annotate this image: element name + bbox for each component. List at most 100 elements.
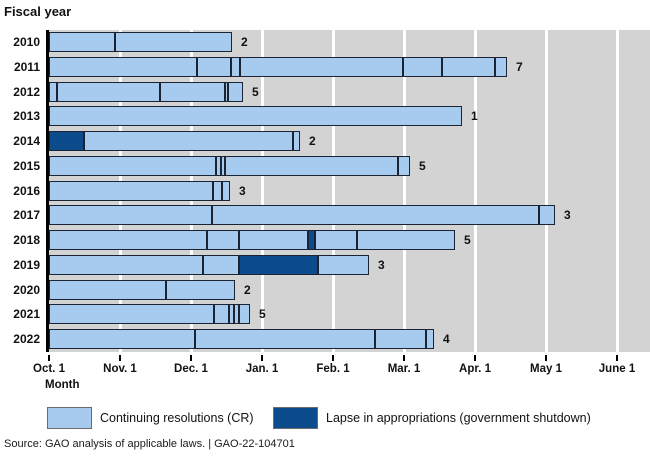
y-axis-label-2021: 2021 [13, 307, 40, 321]
bar-segment-cr [234, 304, 239, 324]
bar-segment-cr [225, 156, 398, 176]
bar-segment-cr [212, 205, 539, 225]
x-axis-tick [261, 355, 263, 361]
bar-segment-cr [207, 230, 239, 250]
y-axis-label-2010: 2010 [13, 35, 40, 49]
bar-segment-cr [229, 304, 234, 324]
bar-segment-cr [49, 255, 203, 275]
bar-segment-cr [49, 32, 115, 52]
y-axis-label-2022: 2022 [13, 332, 40, 346]
legend: Continuing resolutions (CR) Lapse in app… [0, 407, 650, 429]
x-axis-tick [474, 355, 476, 361]
bar-segment-cr [49, 181, 213, 201]
bar-segment-cr [203, 255, 239, 275]
x-axis-tick-label: June 1 [598, 363, 636, 375]
bar-segment-cr [166, 280, 235, 300]
chart-title: Fiscal year [4, 4, 72, 19]
y-axis-label-2019: 2019 [13, 258, 40, 272]
month-gridline [260, 30, 264, 352]
bar-segment-cr [49, 280, 166, 300]
x-axis-tick-label: Jan. 1 [245, 363, 279, 375]
legend-swatch-lapse [273, 407, 318, 429]
bar-segment-cr [49, 106, 462, 126]
bar-segment-cr [495, 57, 507, 77]
bar-segment-cr [49, 82, 57, 102]
bar-segment-cr [239, 230, 308, 250]
legend-label-lapse: Lapse in appropriations (government shut… [326, 411, 591, 425]
bar-segment-cr [539, 205, 555, 225]
bar-segment-cr [216, 156, 221, 176]
x-axis-tick [545, 355, 547, 361]
cr-count-label: 2 [309, 134, 316, 148]
x-axis-tick [119, 355, 121, 361]
bar-segment-cr [49, 205, 212, 225]
bar-segment-cr [49, 57, 197, 77]
source-text: Source: GAO analysis of applicable laws.… [4, 438, 295, 450]
bar-segment-cr [442, 57, 495, 77]
month-gridline [331, 30, 335, 352]
bar-segment-cr [240, 57, 403, 77]
bar-segment-cr [49, 329, 195, 349]
x-axis-tick [190, 355, 192, 361]
x-axis-title: Month [45, 379, 80, 391]
legend-label-cr: Continuing resolutions (CR) [100, 411, 254, 425]
cr-count-label: 3 [239, 184, 246, 198]
x-axis-tick-label: Oct. 1 [33, 363, 65, 375]
x-axis-tick-label: May 1 [530, 363, 562, 375]
x-axis-tick [616, 355, 618, 361]
cr-count-label: 5 [252, 85, 259, 99]
bar-segment-cr [213, 181, 222, 201]
bar-segment-cr [375, 329, 426, 349]
cr-count-label: 4 [443, 332, 450, 346]
y-axis-label-2014: 2014 [13, 134, 40, 148]
y-axis-label-2016: 2016 [13, 184, 40, 198]
cr-count-label: 3 [564, 208, 571, 222]
bar-segment-cr [293, 131, 300, 151]
bar-segment-cr [57, 82, 160, 102]
cr-count-label: 5 [419, 159, 426, 173]
cr-count-label: 2 [244, 283, 251, 297]
x-axis-tick-label: Dec. 1 [174, 363, 208, 375]
month-gridline [402, 30, 406, 352]
cr-count-label: 2 [241, 35, 248, 49]
bar-segment-cr [315, 230, 357, 250]
bar-segment-cr [231, 57, 240, 77]
month-gridline [615, 30, 619, 352]
x-axis-tick [48, 355, 50, 361]
y-axis-label-2011: 2011 [13, 60, 40, 74]
bar-segment-cr [239, 304, 250, 324]
bar-segment-cr [398, 156, 410, 176]
bar-segment-lapse [308, 230, 315, 250]
x-axis-tick-label: Feb. 1 [316, 363, 350, 375]
x-axis-tick-label: Nov. 1 [103, 363, 137, 375]
cr-count-label: 7 [516, 60, 523, 74]
cr-count-label: 5 [259, 307, 266, 321]
cr-count-label: 3 [378, 258, 385, 272]
x-axis-tick [403, 355, 405, 361]
bar-segment-cr [228, 82, 243, 102]
bar-segment-cr [115, 32, 232, 52]
bar-segment-lapse [239, 255, 318, 275]
bar-segment-lapse [49, 131, 84, 151]
bar-segment-cr [214, 304, 229, 324]
y-axis-label-2017: 2017 [13, 208, 40, 222]
cr-count-label: 1 [471, 109, 478, 123]
month-gridline [544, 30, 548, 352]
bar-segment-cr [222, 181, 230, 201]
bar-segment-cr [426, 329, 434, 349]
x-axis-tick [332, 355, 334, 361]
month-gridline [473, 30, 477, 352]
bar-segment-cr [357, 230, 455, 250]
legend-swatch-cr [47, 407, 92, 429]
bar-segment-cr [318, 255, 369, 275]
bar-segment-cr [195, 329, 375, 349]
bar-segment-cr [225, 82, 228, 102]
bar-segment-cr [49, 304, 214, 324]
bar-segment-cr [49, 230, 207, 250]
bar-segment-cr [403, 57, 442, 77]
bar-segment-cr [221, 156, 225, 176]
bar-segment-cr [84, 131, 293, 151]
bar-segment-cr [197, 57, 231, 77]
